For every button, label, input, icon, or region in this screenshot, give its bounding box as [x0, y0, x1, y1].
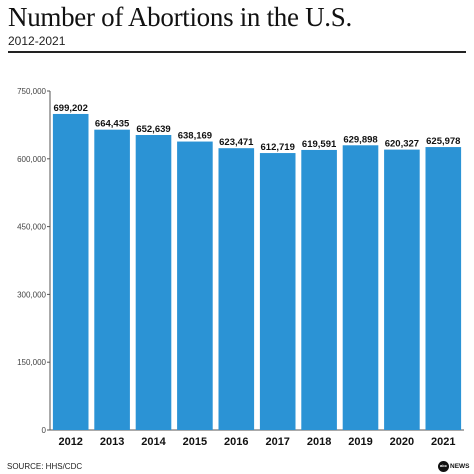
title-divider — [8, 51, 466, 53]
y-tick-label: 0 — [42, 426, 47, 435]
x-tick-label: 2015 — [183, 436, 207, 448]
bar — [177, 141, 213, 430]
chart-subtitle: 2012-2021 — [8, 34, 66, 48]
data-label: 638,169 — [178, 131, 212, 142]
bar — [384, 149, 420, 431]
x-tick-label: 2021 — [431, 436, 455, 448]
bar — [425, 147, 462, 431]
x-tick-label: 2019 — [348, 436, 372, 448]
y-tick-label: 300,000 — [17, 290, 46, 299]
abc-news-logo: abc NEWS — [438, 460, 470, 472]
data-label: 664,435 — [95, 119, 130, 130]
bar — [301, 149, 337, 430]
data-label: 652,639 — [136, 124, 170, 135]
bar — [52, 113, 89, 430]
bar — [135, 135, 172, 430]
x-tick-label: 2012 — [58, 436, 82, 448]
y-tick-label: 450,000 — [17, 223, 46, 232]
data-label: 699,202 — [54, 103, 88, 114]
x-tick-label: 2020 — [390, 436, 414, 448]
x-tick-label: 2013 — [100, 436, 124, 448]
data-label: 625,978 — [426, 136, 460, 147]
x-tick-label: 2016 — [224, 436, 248, 448]
y-tick-label: 750,000 — [17, 87, 46, 96]
data-label: 629,898 — [343, 134, 377, 145]
abc-logo-icon: abc — [438, 460, 449, 472]
data-label: 623,471 — [219, 137, 254, 148]
bar — [342, 145, 379, 430]
x-tick-label: 2017 — [265, 436, 289, 448]
y-tick-label: 600,000 — [17, 155, 46, 164]
bar — [94, 129, 130, 430]
data-label: 619,591 — [302, 139, 337, 150]
logo-text: NEWS — [450, 462, 470, 470]
bar — [259, 153, 296, 430]
data-label: 612,719 — [261, 142, 295, 153]
data-label: 620,327 — [385, 139, 419, 150]
bar — [218, 148, 255, 430]
source-note: SOURCE: HHS/CDC — [7, 462, 83, 471]
y-tick-label: 150,000 — [17, 358, 46, 367]
x-tick-label: 2018 — [307, 436, 331, 448]
x-tick-label: 2014 — [141, 436, 166, 448]
chart-title: Number of Abortions in the U.S. — [8, 2, 352, 32]
